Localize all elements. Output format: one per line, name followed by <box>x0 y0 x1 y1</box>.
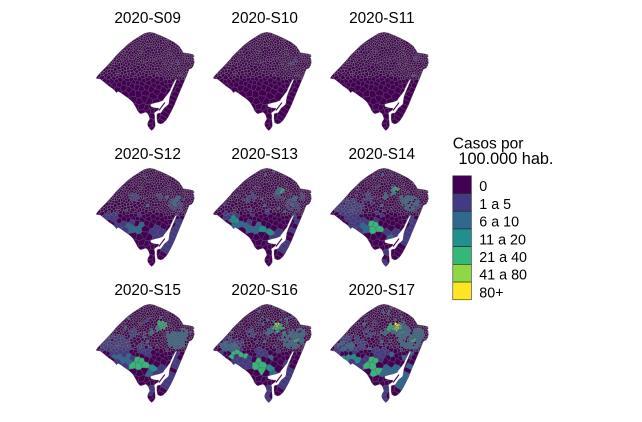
svg-text:2020-S17: 2020-S17 <box>349 282 416 299</box>
svg-text:100.000 hab.: 100.000 hab. <box>458 150 553 168</box>
svg-text:41 a 80: 41 a 80 <box>479 268 527 284</box>
svg-text:0: 0 <box>479 179 487 195</box>
svg-text:2020-S16: 2020-S16 <box>231 282 298 299</box>
svg-text:2020-S12: 2020-S12 <box>114 146 181 163</box>
svg-text:2020-S14: 2020-S14 <box>349 146 416 163</box>
svg-text:80+: 80+ <box>479 285 503 301</box>
svg-text:21 a 40: 21 a 40 <box>479 250 527 266</box>
svg-text:2020-S11: 2020-S11 <box>349 10 414 27</box>
svg-text:2020-S10: 2020-S10 <box>231 10 298 27</box>
svg-text:Casos por: Casos por <box>453 135 524 152</box>
svg-text:2020-S13: 2020-S13 <box>231 146 298 163</box>
svg-text:2020-S15: 2020-S15 <box>114 282 181 299</box>
svg-text:1 a 5: 1 a 5 <box>479 197 511 213</box>
svg-text:11 a 20: 11 a 20 <box>479 232 526 248</box>
svg-text:2020-S09: 2020-S09 <box>114 10 181 27</box>
svg-text:6 a 10: 6 a 10 <box>479 215 519 231</box>
